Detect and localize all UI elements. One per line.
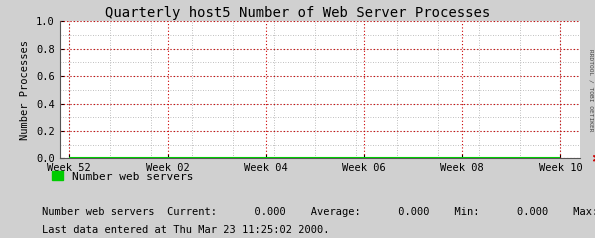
Text: RRDTOOL / TOBI OETIKER: RRDTOOL / TOBI OETIKER xyxy=(588,49,593,132)
Y-axis label: Number Processes: Number Processes xyxy=(20,40,30,140)
Legend: Number web servers: Number web servers xyxy=(47,167,198,186)
Text: Number web servers  Current:      0.000    Average:      0.000    Min:      0.00: Number web servers Current: 0.000 Averag… xyxy=(42,207,595,217)
Text: Quarterly host5 Number of Web Server Processes: Quarterly host5 Number of Web Server Pro… xyxy=(105,6,490,20)
Text: Last data entered at Thu Mar 23 11:25:02 2000.: Last data entered at Thu Mar 23 11:25:02… xyxy=(42,225,329,235)
